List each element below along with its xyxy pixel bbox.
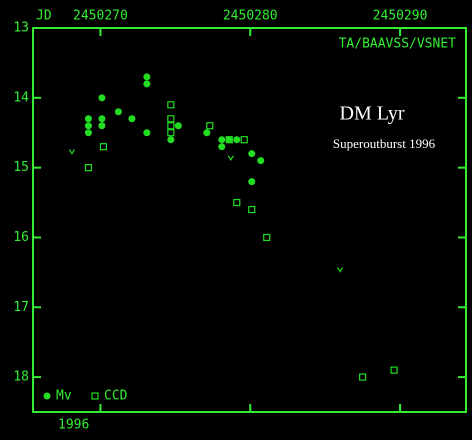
point [233,198,241,207]
point [227,155,234,161]
point [84,129,92,137]
point [98,94,106,102]
point [248,178,256,186]
y-tick-label: 17 [13,300,29,315]
point [167,129,175,137]
point [167,136,175,144]
point [248,205,256,214]
annotation: TA/BAAVSS/VSNET [339,37,457,52]
legend-marker [91,392,99,400]
y-tick-label: 13 [13,21,29,36]
y-tick-label: 15 [13,160,29,175]
point [143,73,151,81]
point [84,122,92,130]
point [206,122,214,130]
chart-subtitle: Superoutburst 1996 [333,136,436,151]
point [167,115,175,123]
point [68,149,75,155]
x-tick-label: 2450270 [73,9,128,24]
point [218,136,226,144]
point [84,164,93,172]
point [390,366,398,374]
point [240,136,248,144]
point [114,108,122,116]
y-tick-label: 16 [13,230,29,245]
y-tick-label: 14 [13,90,29,105]
chart-title: DM Lyr [340,103,405,125]
point [84,115,92,123]
point [263,233,271,242]
point [248,150,256,158]
point [98,115,106,123]
y-tick-label: 18 [13,370,29,385]
x-tick-label: 2450280 [223,9,278,24]
point [98,122,106,130]
point [218,143,226,151]
year-label: 1996 [58,418,89,433]
point [359,373,367,381]
point [128,115,136,123]
x-tick-label: 2450290 [373,9,428,24]
point [203,129,211,137]
point [225,136,233,144]
point [143,80,151,88]
point [337,267,344,273]
point [225,136,233,144]
point [143,129,151,137]
point [233,136,241,144]
point [167,101,175,109]
point [174,122,182,130]
legend-label: Mv [56,389,72,404]
legend-label: CCD [104,389,128,404]
point [257,157,265,165]
point [99,143,108,151]
point [167,122,175,130]
legend-marker [43,392,51,400]
x-axis-label: JD [36,9,52,24]
